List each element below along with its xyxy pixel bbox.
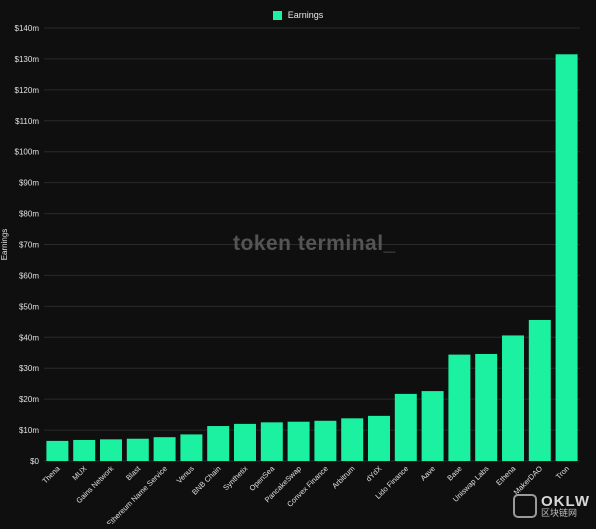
bar [394,393,417,461]
x-tick-label: Venus [175,464,196,485]
x-tick-label: Aave [419,464,437,482]
y-tick-label: $130m [15,55,40,64]
bar [180,434,203,461]
y-tick-label: $20m [19,395,39,404]
bar [502,335,524,461]
y-tick-label: $30m [19,364,39,373]
y-tick-label: $80m [19,210,39,219]
x-tick-label: Base [445,464,463,482]
bar [475,353,498,461]
bar [126,438,149,461]
y-tick-label: $40m [19,333,39,342]
x-tick-label: MakerDAO [512,464,545,497]
bar [207,426,230,461]
bar [448,354,471,461]
brand-text: OKLW 区块链网 [541,494,590,518]
x-tick-label: Ethena [494,463,518,487]
brand-name: OKLW [541,493,590,510]
y-axis-label: Earnings [0,229,9,261]
x-tick-label: Blast [124,463,143,482]
y-tick-label: $110m [15,117,39,126]
bar [368,415,390,461]
y-tick-label: $50m [19,302,39,311]
bar [260,422,283,461]
x-tick-label: dYdX [364,464,383,483]
y-tick-label: $100m [15,148,40,157]
x-tick-label: Synthetix [221,464,249,492]
y-tick-label: $10m [19,426,39,435]
bar [314,420,337,461]
bar [153,437,176,461]
brand-badge: OKLW 区块链网 [513,494,590,518]
x-tick-label: MUX [70,464,88,482]
legend: Earnings [0,10,596,20]
bar [73,439,96,461]
bar [528,319,551,461]
legend-label-earnings: Earnings [287,10,324,20]
bar [100,439,122,461]
bar [341,418,364,461]
x-tick-label: BNB Chain [190,464,223,497]
watermark: token terminal_ [233,232,396,255]
y-tick-label: $60m [19,271,39,280]
bar [555,54,578,462]
y-tick-label: $70m [19,241,39,250]
bar [287,421,310,461]
y-tick-label: $0 [30,457,39,466]
y-tick-label: $120m [15,86,40,95]
x-tick-label: Tron [554,464,571,481]
brand-logo-icon [513,494,537,518]
y-tick-label: $90m [19,179,39,188]
bar [234,423,256,461]
bar [46,440,69,461]
y-tick-label: $140m [15,24,40,33]
brand-sub: 区块链网 [541,508,578,518]
legend-swatch-earnings [272,10,282,20]
x-tick-label: Arbitrum [330,464,356,490]
x-tick-label: Thena [40,463,62,485]
bar [421,391,444,461]
